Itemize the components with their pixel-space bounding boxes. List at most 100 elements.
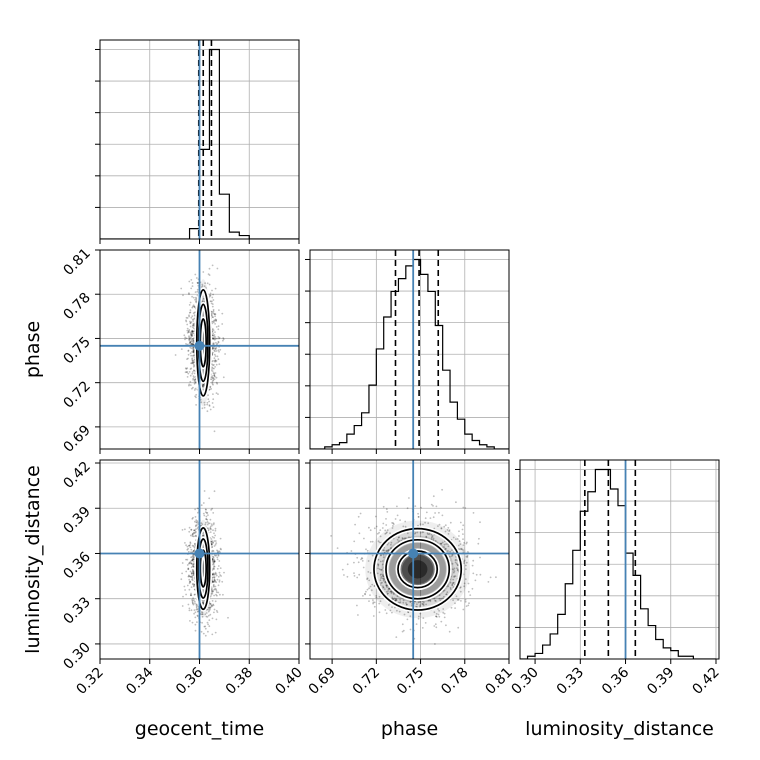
sample-point [417,601,420,604]
sample-point [193,389,196,391]
sample-point [192,312,195,315]
sample-point [202,602,204,605]
sample-point [213,336,216,338]
sample-point [194,525,197,528]
sample-point [396,595,399,598]
sample-point [358,573,361,576]
sample-point [441,541,444,544]
sample-point [213,579,216,582]
sample-point [192,565,195,568]
sample-point [430,533,433,536]
sample-point [214,331,216,333]
sample-point [196,521,199,524]
sample-point [353,575,356,577]
sample-point [184,528,186,531]
sample-point [184,367,187,370]
sample-point [209,527,212,530]
sample-point [212,377,214,379]
sample-point [438,615,441,618]
sample-point [192,348,195,350]
sample-point [465,564,467,567]
sample-point [211,549,214,552]
sample-point [189,580,191,583]
sample-point [395,636,398,638]
sample-point [192,558,194,560]
sample-point [182,595,184,598]
sample-point [216,578,219,581]
sample-point [186,558,189,561]
sample-point [402,629,405,632]
sample-point [210,603,212,606]
sample-point [191,335,194,337]
sample-point [202,384,205,387]
sample-point [379,579,382,582]
histogram-plot-area [310,250,509,449]
sample-point [457,564,459,567]
density-level [395,548,440,590]
sample-point [457,599,460,601]
x-tick-label: 0.81 [482,665,515,698]
sample-point [212,316,214,319]
sample-point [190,347,193,350]
sample-point [456,599,459,601]
sample-point [213,560,216,563]
sample-point [425,535,428,538]
sample-point [188,530,191,533]
sample-point [211,560,214,562]
sample-point [192,550,195,552]
sample-point [353,572,355,574]
sample-point [191,305,194,308]
sample-point [192,322,195,325]
sample-point [194,516,197,518]
sample-point [213,373,216,376]
sample-point [188,384,190,387]
sample-point [380,575,383,578]
sample-point [377,567,379,570]
sample-point [378,595,381,598]
sample-point [385,524,388,526]
sample-point [203,625,206,628]
sample-point [188,280,191,283]
sample-point [213,567,215,570]
y-axis-label-luminosity-distance: luminosity_distance [22,465,44,654]
sample-point [358,532,361,535]
sample-point [457,568,459,571]
sample-point [191,559,194,562]
sample-point [394,599,397,602]
sample-point [187,567,190,570]
sample-point [379,535,382,538]
sample-point [416,605,418,608]
sample-point [204,625,207,628]
sample-point [346,575,349,578]
sample-point [188,562,191,564]
sample-point [195,519,198,521]
sample-point [419,523,422,526]
sample-point [350,550,353,552]
sample-point [406,507,409,510]
sample-point [443,546,445,548]
sample-point [209,292,212,295]
sample-point [219,547,222,550]
sample-point [405,602,407,604]
sample-point [434,512,436,514]
sample-point [189,341,192,343]
sample-point [212,398,215,401]
sample-point [409,615,412,618]
sample-point [381,560,384,562]
sample-point [216,549,218,552]
sample-point [385,612,388,615]
sample-point [361,557,364,560]
sample-point [413,532,416,535]
sample-point [202,297,205,300]
sample-point [213,608,216,611]
sample-point [192,351,195,354]
sample-point [196,614,199,617]
scatter-panel-geocent-time-vs-phase: 0.69 0.72 0.75 0.78 0.81 [60,246,300,456]
sample-point [216,550,219,553]
sample-point [221,580,224,583]
sample-point [214,580,217,582]
sample-point [462,551,465,553]
sample-point [212,523,215,526]
sample-point [210,604,213,607]
sample-point [203,404,206,406]
